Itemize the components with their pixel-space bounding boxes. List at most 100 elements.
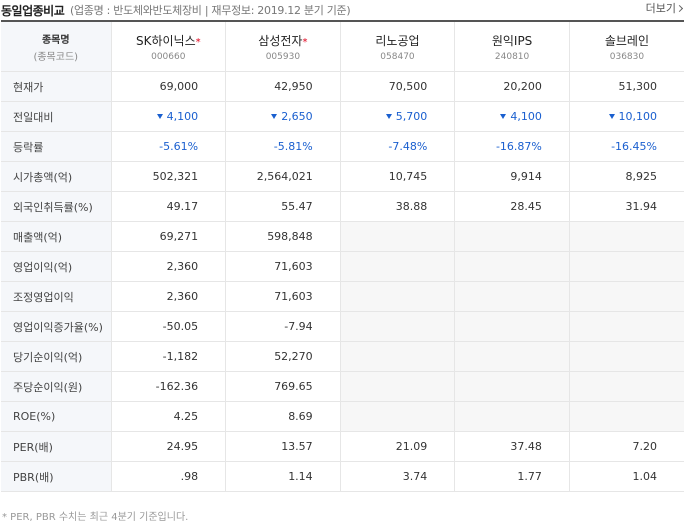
cell-value: -162.36 bbox=[155, 380, 199, 393]
table-row: ROE(%) 4.25 8.69 bbox=[1, 401, 684, 432]
table-cell bbox=[454, 401, 570, 432]
company-header: SK하이닉스* 000660 bbox=[110, 21, 226, 72]
table-row: 영업이익(억) 2,360 71,603 bbox=[1, 251, 684, 282]
cell-value: 49.17 bbox=[166, 200, 199, 213]
cell-value: -5.81% bbox=[273, 140, 313, 153]
table-cell: 4,100 bbox=[454, 101, 570, 132]
table-cell bbox=[339, 281, 455, 312]
table-body: 현재가 69,000 42,950 70,500 20,200 51,300 전일대비 4,1… bbox=[1, 71, 684, 492]
cell-value: 51,300 bbox=[618, 80, 658, 93]
company-name-link[interactable]: 솔브레인 bbox=[570, 32, 684, 49]
cell-value: 769.65 bbox=[274, 380, 313, 393]
cell-value: 1.77 bbox=[517, 470, 542, 483]
company-name[interactable]: SK하이닉스 bbox=[135, 33, 196, 48]
table-cell: 5,700 bbox=[339, 101, 455, 132]
table-cell: 3.74 bbox=[339, 461, 455, 492]
cell-value: 28.45 bbox=[510, 200, 542, 213]
cell-value: -7.94 bbox=[284, 320, 313, 333]
table-cell: 10,100 bbox=[568, 101, 684, 132]
table-cell: -5.61% bbox=[110, 131, 226, 162]
company-name-link[interactable]: 리노공업 bbox=[341, 32, 455, 49]
row-label: 영업이익증가율(%) bbox=[1, 311, 111, 342]
cell-value: 4.25 bbox=[173, 410, 199, 423]
table-cell: 52,270 bbox=[225, 341, 341, 372]
table-cell bbox=[568, 311, 684, 342]
company-header: 삼성전자* 005930 bbox=[225, 21, 341, 72]
table-cell: 21.09 bbox=[339, 431, 455, 462]
cell-value: 69,271 bbox=[159, 230, 199, 243]
table-cell: 8,925 bbox=[568, 161, 684, 192]
table-row: PER(배) 24.95 13.57 21.09 37.48 7.20 bbox=[1, 431, 684, 462]
table-cell: -50.05 bbox=[110, 311, 226, 342]
cell-value: -16.45% bbox=[611, 140, 657, 153]
table-cell: -162.36 bbox=[110, 371, 226, 402]
cell-value: 69,000 bbox=[159, 80, 199, 93]
table-cell: 71,603 bbox=[225, 251, 341, 282]
table-cell: 38.88 bbox=[339, 191, 455, 222]
table-cell: 24.95 bbox=[110, 431, 226, 462]
table-row: 영업이익증가율(%) -50.05 -7.94 bbox=[1, 311, 684, 342]
more-link[interactable]: 더보기 bbox=[645, 0, 684, 16]
footnote: * PER, PBR 수치는 최근 4분기 기준입니다. bbox=[2, 512, 189, 523]
table-cell bbox=[454, 341, 570, 372]
table-row: 당기순이익(억) -1,182 52,270 bbox=[1, 341, 684, 372]
table-cell: 42,950 bbox=[225, 71, 341, 102]
table-cell bbox=[568, 281, 684, 312]
company-header: 원익IPS 240810 bbox=[454, 21, 570, 72]
table-cell: 2,360 bbox=[110, 251, 226, 282]
cell-value: 70,500 bbox=[388, 80, 428, 93]
cell-value: 598,848 bbox=[267, 230, 313, 243]
table-cell bbox=[339, 371, 455, 402]
table-cell: 51,300 bbox=[568, 71, 684, 102]
down-triangle-icon bbox=[500, 114, 507, 119]
down-triangle-icon bbox=[608, 114, 615, 119]
table-row: 외국인취득률(%) 49.17 55.47 38.88 28.45 31.94 bbox=[1, 191, 684, 222]
corner-header: 종목명 (종목코드) bbox=[1, 21, 111, 72]
table-cell: -5.81% bbox=[225, 131, 341, 162]
company-header: 솔브레인 036830 bbox=[568, 21, 684, 72]
cell-value: 71,603 bbox=[274, 290, 313, 303]
down-triangle-icon bbox=[271, 114, 278, 119]
table-row: 전일대비 4,100 2,650 5,700 4,100 10,100 bbox=[1, 101, 684, 132]
table-cell: -1,182 bbox=[110, 341, 226, 372]
table-cell: -16.87% bbox=[454, 131, 570, 162]
cell-value: 55.47 bbox=[281, 200, 313, 213]
more-label[interactable]: 더보기 bbox=[645, 2, 676, 15]
company-name[interactable]: 삼성전자 bbox=[258, 33, 303, 48]
chevron-right-icon bbox=[675, 4, 684, 13]
company-name[interactable]: 솔브레인 bbox=[604, 33, 650, 48]
cell-value: .98 bbox=[180, 470, 199, 483]
table-cell: -7.94 bbox=[225, 311, 341, 342]
cell-value: 13.57 bbox=[281, 440, 313, 453]
star-icon: * bbox=[302, 36, 308, 48]
table-cell: 20,200 bbox=[454, 71, 570, 102]
cell-value: -7.48% bbox=[388, 140, 428, 153]
cell-value: 1.04 bbox=[632, 470, 658, 483]
section-header: 동일업종비교 (업종명 : 반도체와반도체장비 | 재무정보: 2019.12 … bbox=[0, 0, 688, 24]
table-row: 현재가 69,000 42,950 70,500 20,200 51,300 bbox=[1, 71, 684, 102]
table-cell bbox=[454, 281, 570, 312]
company-name[interactable]: 원익IPS bbox=[491, 33, 533, 48]
table-cell: 2,360 bbox=[110, 281, 226, 312]
table-cell: 2,650 bbox=[225, 101, 341, 132]
company-name-link[interactable]: 원익IPS bbox=[455, 32, 569, 49]
table-cell: 4,100 bbox=[110, 101, 226, 132]
row-label: 당기순이익(억) bbox=[1, 341, 111, 372]
table-cell: -7.48% bbox=[339, 131, 455, 162]
cell-value: 5,700 bbox=[395, 110, 428, 123]
table-cell bbox=[454, 221, 570, 252]
company-name-link[interactable]: SK하이닉스* bbox=[112, 32, 226, 49]
company-code: 058470 bbox=[380, 51, 415, 62]
table-row: PBR(배) .98 1.14 3.74 1.77 1.04 bbox=[1, 461, 684, 492]
company-name-link[interactable]: 삼성전자* bbox=[226, 32, 340, 49]
cell-value: -1,182 bbox=[162, 350, 199, 363]
table-cell bbox=[339, 311, 455, 342]
table-cell: 69,000 bbox=[110, 71, 226, 102]
table-cell: 13.57 bbox=[225, 431, 341, 462]
cell-value: 2,564,021 bbox=[256, 170, 313, 183]
cell-value: -5.61% bbox=[159, 140, 199, 153]
cell-value: 8,925 bbox=[625, 170, 658, 183]
cell-value: 2,360 bbox=[166, 290, 199, 303]
cell-value: 10,100 bbox=[618, 110, 658, 123]
company-name[interactable]: 리노공업 bbox=[375, 33, 420, 48]
